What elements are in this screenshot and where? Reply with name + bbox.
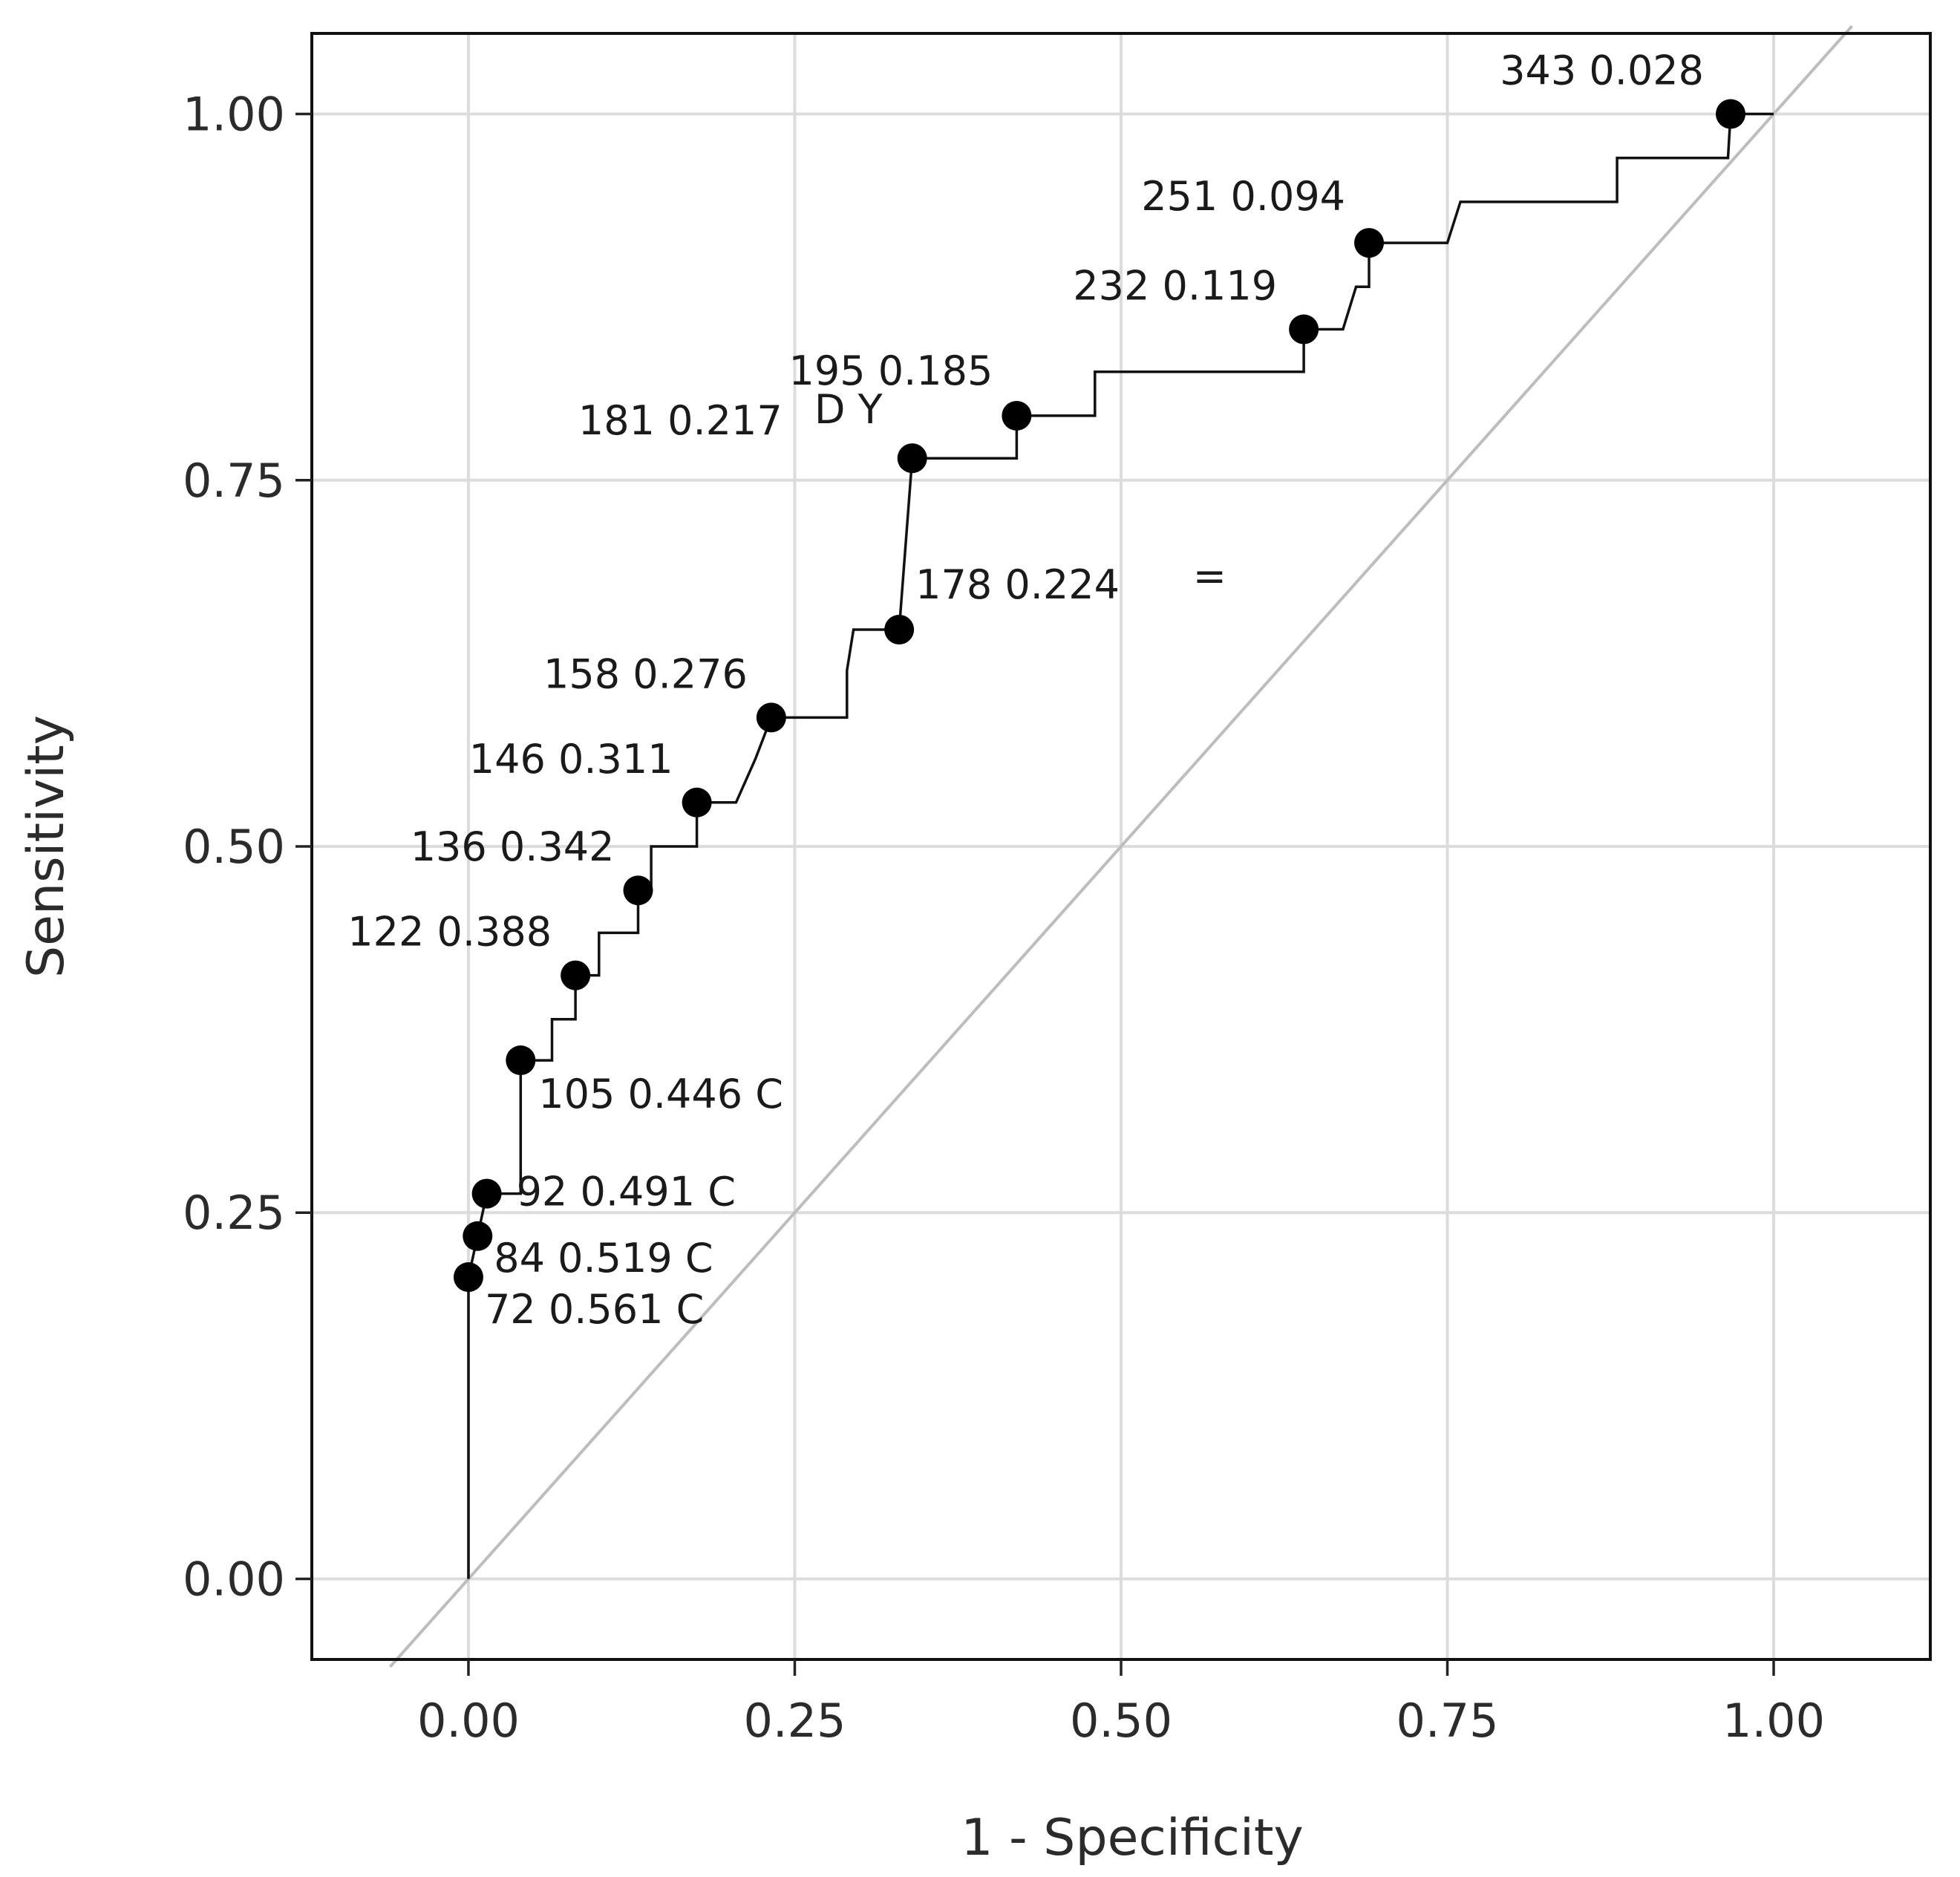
roc-point-label-8: 178 0.224 xyxy=(915,561,1120,608)
roc-point-label-11: 232 0.119 xyxy=(1073,263,1277,310)
roc-point-6 xyxy=(682,787,712,817)
annotation-0: D Y xyxy=(814,386,883,433)
x-tick-label-2: 0.50 xyxy=(1070,1694,1172,1748)
roc-point-label-10: 195 0.185 xyxy=(789,347,993,394)
roc-point-label-7: 158 0.276 xyxy=(543,650,748,697)
roc-point-0 xyxy=(453,1262,483,1293)
roc-point-1 xyxy=(463,1221,493,1251)
y-tick-label-0: 0.00 xyxy=(183,1552,285,1606)
y-tick-label-4: 1.00 xyxy=(183,88,285,142)
roc-point-11 xyxy=(1289,314,1319,345)
y-tick-label-3: 0.75 xyxy=(183,454,285,508)
roc-point-label-1: 84 0.519 C xyxy=(494,1235,713,1282)
y-tick-label-1: 0.25 xyxy=(183,1186,285,1240)
roc-point-labels: 72 0.561 C84 0.519 C 92 0.491 C 105 0.446 … xyxy=(347,48,1704,1334)
x-tick-label-3: 0.75 xyxy=(1396,1694,1498,1748)
roc-point-label-13: 343 0.028 xyxy=(1500,48,1704,94)
roc-point-13 xyxy=(1716,99,1746,129)
roc-points xyxy=(453,99,1746,1293)
y-axis: 0.00 0.25 0.50 0.75 1.00 xyxy=(183,88,312,1606)
roc-point-5 xyxy=(623,875,653,906)
x-tick-label-0: 0.00 xyxy=(417,1694,520,1748)
roc-point-2 xyxy=(471,1178,502,1209)
roc-point-9 xyxy=(897,443,927,474)
roc-point-label-12: 251 0.094 xyxy=(1141,173,1345,220)
roc-point-label-6: 146 0.311 xyxy=(469,736,673,783)
x-axis: 0.00 0.25 0.50 0.75 1.00 xyxy=(417,1659,1825,1748)
roc-point-label-3: 105 0.446 C xyxy=(538,1071,783,1117)
roc-point-4 xyxy=(561,960,591,990)
roc-point-10 xyxy=(1002,400,1032,431)
roc-point-8 xyxy=(884,615,915,644)
roc-point-12 xyxy=(1354,228,1385,258)
roc-point-label-5: 136 0.342 xyxy=(411,823,615,870)
roc-point-label-0: 72 0.561 C xyxy=(485,1286,704,1333)
roc-point-7 xyxy=(756,702,786,733)
roc-point-3 xyxy=(506,1045,536,1076)
roc-point-label-4: 122 0.388 xyxy=(347,909,552,956)
x-tick-label-4: 1.00 xyxy=(1722,1694,1825,1748)
roc-point-label-9: 181 0.217 xyxy=(578,397,783,444)
grid-layer xyxy=(312,33,1930,1659)
annotation-1: = xyxy=(1193,553,1226,600)
reference-diagonal-line xyxy=(388,25,1854,1668)
x-tick-label-1: 0.25 xyxy=(743,1694,846,1748)
roc-point-label-2: 92 0.491 C xyxy=(517,1169,736,1215)
y-tick-label-2: 0.50 xyxy=(183,820,285,874)
x-axis-title: 1 - Specificity xyxy=(961,1809,1304,1867)
y-axis-title: Sensitivity xyxy=(17,715,76,978)
annotations: D Y = xyxy=(814,386,1226,600)
